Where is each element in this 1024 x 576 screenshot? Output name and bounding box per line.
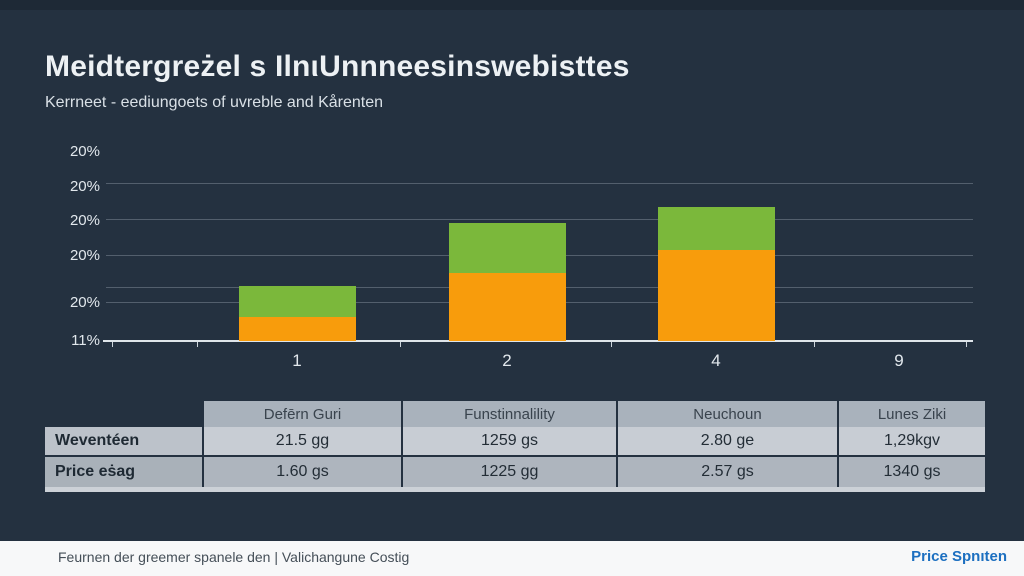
x-axis-label: 2: [502, 351, 512, 370]
table-header-cell: Neuchoun: [618, 401, 837, 427]
table-cell: 2.80 ge: [618, 427, 837, 455]
y-axis-label: 20%: [69, 294, 100, 311]
axis-tick: [966, 342, 967, 347]
axis-tick: [611, 342, 612, 347]
table-cell: 1259 gs: [403, 427, 616, 455]
page-subtitle: Kerrneet - eediungoets of uvreble and Kå…: [45, 94, 384, 111]
axis-tick: [400, 342, 401, 347]
y-axis-label: 20%: [69, 247, 100, 264]
y-axis-label: 11%: [71, 332, 100, 349]
stacked-bar-chart: 20% 20% 20% 20% 20% 11% 1 2 4 9: [69, 143, 973, 370]
bar-segment-green-cat2: [448, 222, 566, 273]
data-table: Defērn Guri Funstinnalility Neuchoun Lun…: [45, 401, 985, 492]
footer-brand-text: Price Spnıten: [911, 548, 1007, 565]
axis-tick: [814, 342, 815, 347]
gridline: [106, 183, 973, 184]
table-cell: 2.57 gs: [618, 457, 837, 487]
x-axis-label: 4: [711, 351, 721, 370]
y-axis-label: 20%: [69, 212, 100, 229]
x-axis-line: [103, 340, 973, 342]
table-cell: 21.5 gg: [204, 427, 401, 455]
footer-bar: [0, 541, 1024, 576]
axis-tick: [112, 342, 113, 347]
bar-segment-green-cat4: [657, 206, 775, 251]
gridline: [106, 219, 973, 220]
x-axis-label: 1: [292, 351, 302, 370]
table-header-cell: Lunes Ziki: [839, 401, 985, 427]
bar-segment-green-cat1: [238, 286, 356, 318]
y-axis-label: 20%: [69, 178, 100, 195]
bar-segment-orange-cat4: [657, 250, 775, 341]
table-header-cell: Funstinnalility: [403, 401, 616, 427]
table-cell: 1225 gg: [403, 457, 616, 487]
table-cell: 1.60 gs: [204, 457, 401, 487]
table-cell: 1340 gs: [839, 457, 985, 487]
axis-tick: [197, 342, 198, 347]
table-row-label: Price eṡag: [45, 457, 202, 487]
table-cell: 1,29kgv: [839, 427, 985, 455]
table-bottom-edge: [45, 487, 985, 492]
y-axis-label: 20%: [69, 143, 100, 160]
table-header-cell: Defērn Guri: [204, 401, 401, 427]
top-accent-bar: [0, 0, 1024, 10]
bar-segment-orange-cat1: [238, 317, 356, 341]
table-row-label: Weventéen: [45, 427, 202, 455]
bar-segment-orange-cat2: [448, 272, 566, 341]
footer-source-text: Feurnen der greemer spanele den | Valich…: [58, 549, 410, 565]
page-title: Meidtergreżel s IlnιUnnneesinswebisttes: [45, 50, 630, 83]
x-axis-label: 9: [894, 351, 904, 370]
